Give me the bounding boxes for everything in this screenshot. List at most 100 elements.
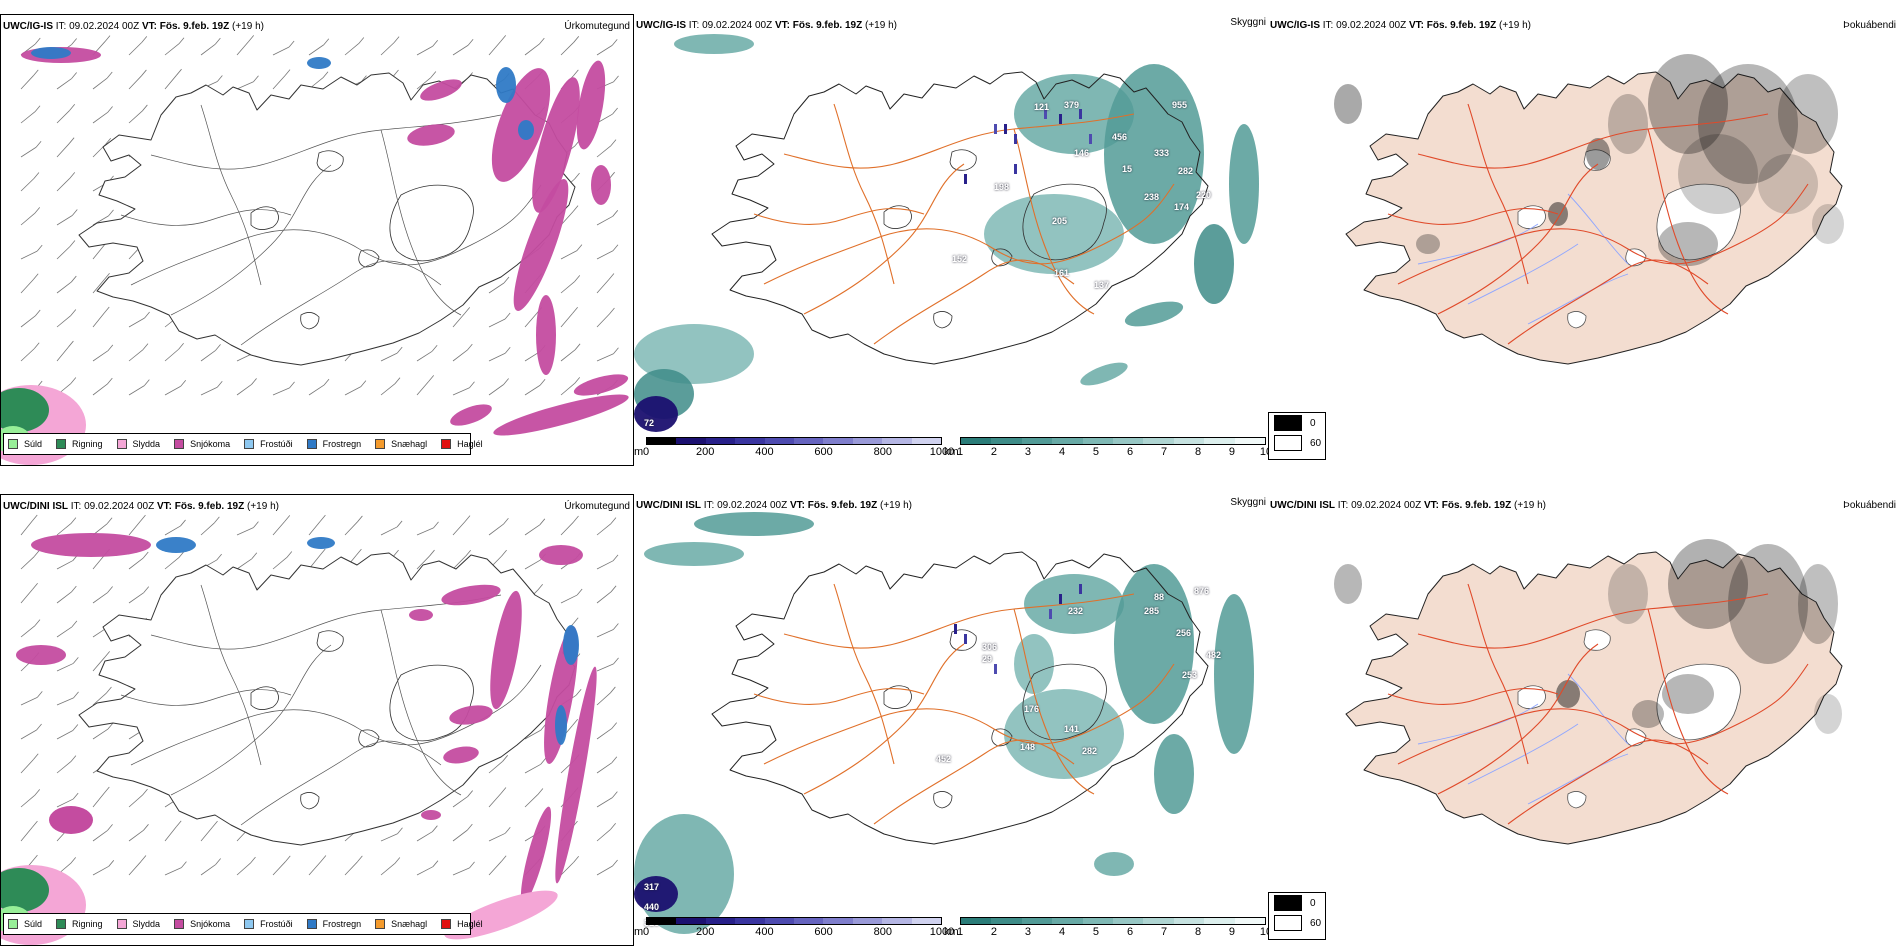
wind-barb — [92, 830, 108, 842]
legend-label: Frostúði — [260, 919, 293, 929]
road-line — [783, 593, 1135, 649]
glacier-outline — [1583, 629, 1611, 651]
road-line — [1417, 113, 1769, 169]
wind-barb-feather — [32, 583, 38, 590]
wind-barb — [20, 111, 36, 124]
low-visibility-area — [1004, 689, 1124, 779]
low-visibility-area — [1194, 224, 1234, 304]
wind-barb-feather — [73, 657, 79, 664]
iceland-coastline — [711, 71, 1209, 365]
legend-swatch — [116, 439, 127, 449]
wind-barb — [164, 348, 179, 362]
road-line — [170, 644, 332, 796]
wind-barb — [452, 521, 466, 536]
precip-type-legend: Súld Rigning Slydda Snjókoma Frostúði Frostre… — [3, 913, 483, 935]
colorbar-tick-label: 600 — [814, 926, 833, 938]
wind-barb-feather — [251, 378, 257, 385]
wind-barb — [560, 594, 578, 604]
legend-item: Frostúði — [244, 919, 293, 929]
wind-barb-feather — [107, 722, 114, 730]
colorbar-unit: m — [634, 446, 644, 458]
wind-barb-feather — [612, 107, 618, 115]
legend-label: Rigning — [72, 919, 103, 929]
colorbar-segment — [1234, 438, 1266, 444]
snow-area — [490, 590, 522, 710]
glacier-outline — [358, 249, 380, 268]
visibility-value-label: 15 — [1122, 164, 1133, 174]
wind-barb — [596, 353, 614, 362]
fog-legend-item: 0 — [1269, 413, 1325, 433]
wind-barb-feather — [357, 515, 363, 523]
model-name: UWC/DINI ISL — [1270, 500, 1335, 511]
wind-barb-feather — [540, 758, 547, 765]
it-label: IT: — [55, 21, 67, 32]
wind-barb-feather — [504, 827, 511, 834]
wind-barb-feather — [73, 691, 79, 699]
colorbar-tick-label: 4 — [1058, 926, 1066, 938]
wind-barb — [524, 729, 541, 740]
wind-barb-feather — [72, 792, 79, 800]
wind-barb-feather — [253, 75, 259, 82]
colorbar-tick-label: 10 — [1259, 446, 1268, 458]
wind-barb-feather — [35, 140, 42, 148]
wind-barb-feather — [323, 38, 330, 46]
fog-indicator-area — [1662, 674, 1714, 714]
fog-legend-label: 0 — [1310, 897, 1316, 909]
glacier-outline — [389, 664, 474, 742]
colorbar-unit: km — [944, 926, 959, 938]
legend-item: Súld — [8, 919, 42, 929]
wind-barb — [20, 213, 35, 226]
visibility-panel-bottom: UWC/DINI ISL IT: 09.02.2024 00Z VT: Fös.… — [634, 494, 1268, 946]
visibility-value-label: 955 — [1172, 100, 1188, 110]
wind-barb-feather — [464, 307, 471, 314]
wind-barb — [92, 278, 105, 294]
road-line — [1397, 663, 1809, 765]
wind-barb — [56, 560, 74, 570]
river-line — [1527, 753, 1629, 805]
wind-barb — [128, 349, 144, 362]
wind-barb-feather — [433, 521, 439, 529]
colorbar-tick-label: 5 — [1092, 926, 1100, 938]
init-time: 09.02.2024 00Z — [717, 500, 788, 511]
fog-indicator-area — [1608, 94, 1648, 154]
fog-legend: 0 60 — [1268, 412, 1326, 460]
snow-area — [443, 746, 479, 764]
wind-barb-feather — [469, 861, 475, 869]
visibility-map — [634, 34, 1259, 432]
glacier-outline — [389, 184, 474, 262]
wind-barb — [128, 861, 142, 876]
visibility-value-label: 176 — [1024, 704, 1040, 714]
panel-header: UWC/DINI ISL IT: 09.02.2024 00Z VT: Fös.… — [3, 501, 279, 512]
glacier-outline — [933, 791, 953, 809]
colorbar-segment — [764, 438, 795, 444]
wind-barb-feather — [576, 588, 583, 596]
lead-time: (+19 h) — [232, 21, 264, 32]
colorbar-tick-label: 200 — [696, 446, 715, 458]
wind-barb-feather — [141, 36, 148, 43]
road-line — [833, 583, 895, 765]
colorbar-segment — [794, 918, 824, 924]
legend-swatch — [375, 439, 386, 449]
wind-barb — [596, 145, 612, 158]
it-label: IT: — [688, 20, 700, 31]
fog-legend-item: 60 — [1269, 913, 1325, 933]
wind-barb-feather — [104, 651, 111, 658]
wind-barb-feather — [469, 381, 475, 389]
wind-barb — [596, 692, 611, 706]
wind-barb — [92, 383, 108, 396]
wind-barb-feather — [180, 380, 187, 387]
wind-barb — [128, 829, 144, 842]
wind-barb-feather — [574, 343, 581, 351]
visibility-value-label: 152 — [952, 254, 968, 264]
wind-barb — [416, 77, 432, 90]
colorbar-tick-label: 7 — [1160, 446, 1168, 458]
visibility-value-label: 285 — [1144, 606, 1160, 616]
low-ceiling-area — [634, 876, 678, 912]
lead-time: (+19 h) — [247, 501, 279, 512]
wind-barb — [596, 728, 612, 740]
wind-barb-feather — [36, 244, 43, 252]
fog-indicator-area — [1648, 54, 1728, 154]
colorbar-tick-label: 6 — [1126, 446, 1134, 458]
wind-barb — [56, 281, 72, 294]
colorbar-tick-label: 400 — [755, 926, 774, 938]
